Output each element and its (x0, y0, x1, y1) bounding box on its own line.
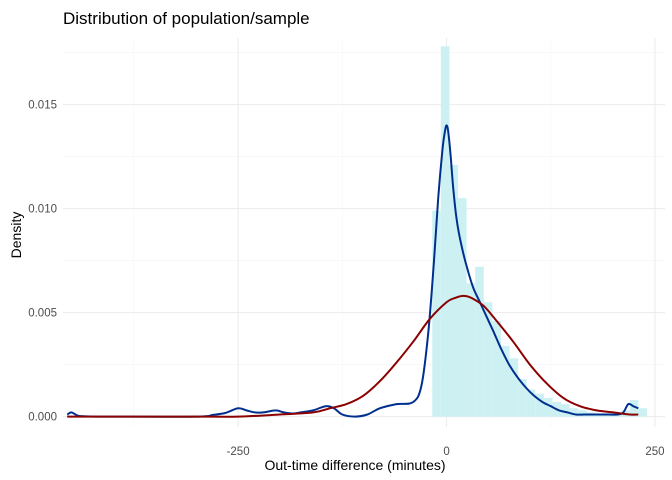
x-axis-title: Out-time difference (minutes) (264, 457, 445, 473)
x-axis-ticks: -250 0 250 (227, 446, 665, 458)
x-tick-label: 0 (443, 446, 449, 458)
histogram-bars (432, 46, 647, 417)
density-curves (66, 124, 639, 418)
histogram-bar (466, 283, 476, 417)
y-axis-ticks: 0.000 0.005 0.010 0.015 (28, 100, 57, 424)
histogram-bar (475, 266, 484, 417)
histogram-bar (526, 389, 536, 417)
histogram-bar (604, 414, 613, 417)
y-tick-label: 0.015 (28, 100, 57, 112)
histogram-bar (638, 408, 647, 417)
y-tick-label: 0.005 (28, 308, 57, 320)
major-gridlines (63, 38, 665, 427)
histogram-bar (483, 302, 493, 417)
chart-title: Distribution of population/sample (63, 9, 310, 28)
histogram-bar (578, 410, 587, 417)
y-tick-label: 0.010 (28, 204, 57, 216)
histogram-bar (535, 393, 544, 417)
histogram-bar (449, 164, 459, 417)
histogram-bar (458, 198, 467, 417)
histogram-bar (629, 399, 639, 417)
histogram-bar (432, 210, 441, 417)
histogram-bar (595, 414, 605, 417)
histogram-bar (500, 345, 510, 417)
x-tick-label: 250 (645, 446, 664, 458)
histogram-bar (509, 358, 519, 417)
histogram-bar (561, 404, 570, 417)
histogram-bar (440, 46, 450, 417)
histogram-bar (492, 320, 501, 417)
y-tick-label: 0.000 (28, 412, 57, 424)
x-tick-label: -250 (227, 446, 250, 458)
y-axis-title: Density (8, 212, 24, 259)
density-curve-2 (67, 294, 639, 418)
density-curve-1 (66, 124, 639, 418)
histogram-bar (569, 408, 579, 417)
histogram-bar (518, 379, 527, 417)
histogram-bar (543, 397, 553, 417)
minor-gridlines (63, 38, 665, 427)
